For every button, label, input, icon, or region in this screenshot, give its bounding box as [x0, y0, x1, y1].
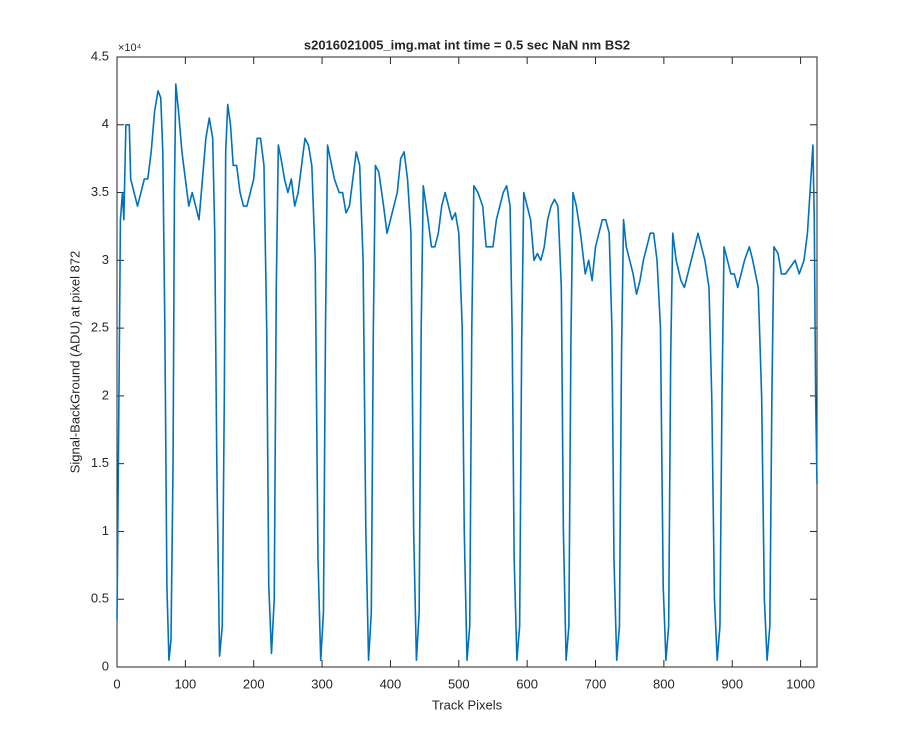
y-tick-label: 4: [102, 116, 109, 131]
x-tick-label: 300: [311, 676, 333, 691]
chart-title: s2016021005_img.mat int time = 0.5 sec N…: [304, 37, 630, 52]
y-tick-label: 1.5: [91, 455, 109, 470]
y-axis-label: Signal-BackGround (ADU) at pixel 872: [67, 251, 82, 474]
y-tick-label: 1: [102, 523, 109, 538]
y-tick-label: 2.5: [91, 320, 109, 335]
x-axis-label: Track Pixels: [432, 697, 503, 712]
x-tick-label: 200: [243, 676, 265, 691]
y-tick-label: 3.5: [91, 184, 109, 199]
y-tick-label: 4.5: [91, 48, 109, 63]
y-tick-label: 0.5: [91, 591, 109, 606]
x-tick-label: 400: [380, 676, 402, 691]
x-tick-label: 100: [175, 676, 197, 691]
x-tick-label: 600: [516, 676, 538, 691]
x-tick-label: 900: [721, 676, 743, 691]
y-tick-label: 3: [102, 252, 109, 267]
x-tick-label: 800: [653, 676, 675, 691]
x-tick-label: 1000: [786, 676, 815, 691]
y-tick-label: 0: [102, 658, 109, 673]
y-tick-label: 2: [102, 387, 109, 402]
y-multiplier: ×10⁴: [118, 42, 142, 54]
x-tick-label: 0: [113, 676, 120, 691]
plot-area: [116, 56, 818, 668]
data-line: [116, 83, 818, 662]
x-tick-label: 700: [585, 676, 607, 691]
x-tick-label: 500: [448, 676, 470, 691]
